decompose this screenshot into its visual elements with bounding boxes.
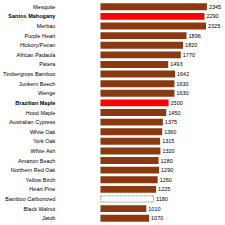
svg-text:York Oak: York Oak [33, 138, 56, 144]
svg-text:1260: 1260 [160, 177, 172, 183]
svg-text:2325: 2325 [208, 23, 220, 29]
svg-text:Santos Mahogany: Santos Mahogany [8, 13, 56, 19]
svg-text:1315: 1315 [162, 138, 174, 144]
svg-text:1500: 1500 [171, 100, 183, 106]
svg-text:1450: 1450 [168, 110, 180, 116]
svg-text:1375: 1375 [165, 119, 177, 125]
svg-text:Timbergross Bamboo: Timbergross Bamboo [3, 71, 55, 77]
svg-text:1770: 1770 [183, 52, 195, 58]
svg-text:1360: 1360 [164, 129, 176, 135]
svg-text:2290: 2290 [206, 13, 218, 19]
svg-text:African Padaula: African Padaula [17, 52, 57, 58]
svg-text:White Oak: White Oak [30, 129, 56, 135]
svg-text:2345: 2345 [209, 4, 221, 10]
svg-text:Purple Heart: Purple Heart [24, 33, 55, 39]
svg-text:Patera: Patera [39, 61, 56, 67]
svg-text:Junkern Beech: Junkern Beech [19, 81, 56, 87]
svg-text:Black Walnut: Black Walnut [23, 206, 55, 212]
svg-text:Brazilian Maple: Brazilian Maple [15, 100, 55, 106]
svg-text:1820: 1820 [185, 42, 197, 48]
svg-text:Yellow Birch: Yellow Birch [26, 177, 56, 183]
svg-text:Hickory/Pecan: Hickory/Pecan [20, 42, 55, 48]
svg-text:1630: 1630 [176, 81, 188, 87]
svg-text:1896: 1896 [189, 33, 201, 39]
svg-text:Northern Red Oak: Northern Red Oak [11, 167, 56, 173]
svg-text:1010: 1010 [148, 206, 160, 212]
svg-text:Australian Cypress: Australian Cypress [9, 119, 55, 125]
svg-text:1320: 1320 [162, 148, 174, 154]
svg-text:Amazon Beach: Amazon Beach [18, 158, 55, 164]
svg-text:1180: 1180 [156, 196, 168, 202]
svg-text:1493: 1493 [170, 61, 182, 67]
svg-text:Jatob: Jatob [42, 215, 55, 221]
svg-text:Merbau: Merbau [37, 23, 56, 29]
svg-text:1070: 1070 [151, 215, 163, 221]
svg-text:White Ash: White Ash [31, 148, 56, 154]
svg-text:1290: 1290 [161, 167, 173, 173]
svg-text:Hood Maple: Hood Maple [26, 110, 56, 116]
svg-text:Bamboo Carbonized: Bamboo Carbonized [5, 196, 55, 202]
svg-text:Heart Pine: Heart Pine [29, 186, 55, 192]
svg-text:Mesquite: Mesquite [33, 4, 55, 10]
svg-text:1280: 1280 [161, 158, 173, 164]
svg-text:Wenge: Wenge [38, 90, 55, 96]
svg-text:1642: 1642 [177, 71, 189, 77]
svg-text:1225: 1225 [158, 186, 170, 192]
svg-text:1630: 1630 [176, 90, 188, 96]
